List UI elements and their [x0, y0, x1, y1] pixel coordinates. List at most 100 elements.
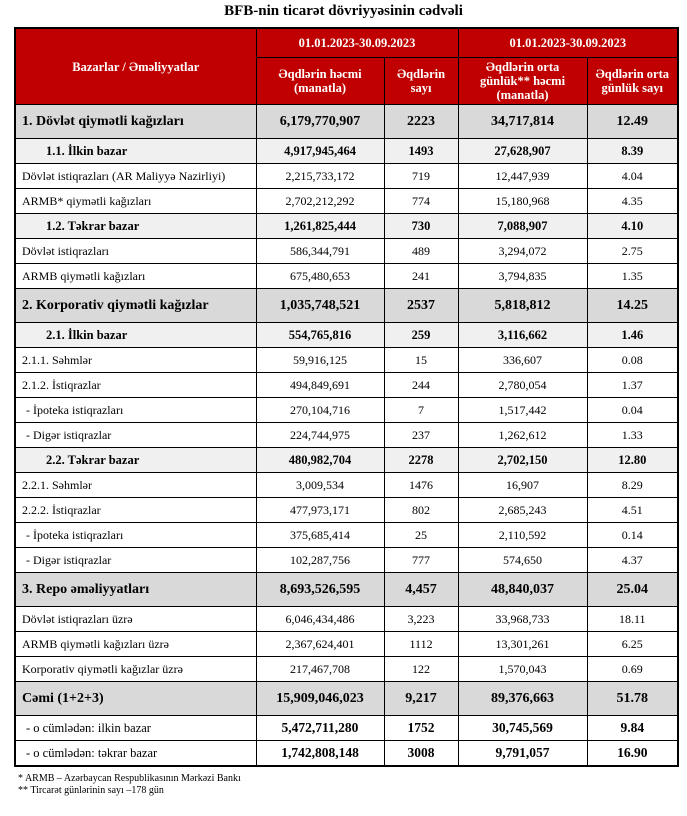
count-cell: 730: [383, 213, 459, 239]
count-cell: 777: [383, 547, 459, 573]
daily-volume-cell: 336,607: [457, 347, 588, 373]
daily-volume-cell: 2,780,054: [457, 372, 588, 398]
table-row: Dövlət istiqrazları üzrə 6,046,434,486 3,2…: [14, 606, 679, 632]
row-label: ARMB qiymətli kağızları üzrə: [14, 631, 257, 657]
volume-cell: 375,685,414: [255, 522, 385, 548]
table-title: BFB-nin ticarət dövriyyəsinin cədvəli: [224, 3, 463, 19]
row-label: 2. Korporativ qiymətli kağızlar: [14, 288, 257, 323]
daily-count-cell: 18.11: [586, 606, 679, 632]
header-daily-count: Əqdlərin orta günlük sayı: [586, 57, 679, 105]
daily-volume-cell: 5,818,812: [457, 288, 588, 323]
row-label: 2.2. Təkrar bazar: [14, 447, 257, 473]
volume-cell: 6,046,434,486: [255, 606, 385, 632]
count-cell: 2537: [383, 288, 459, 323]
daily-count-cell: 9.84: [586, 715, 679, 741]
table-row: Dövlət istiqrazları 586,344,791 489 3,294,0…: [14, 238, 679, 264]
daily-count-cell: 14.25: [586, 288, 679, 323]
daily-volume-cell: 27,628,907: [457, 138, 588, 164]
daily-count-cell: 25.04: [586, 572, 679, 607]
count-cell: 719: [383, 163, 459, 189]
daily-volume-cell: 574,650: [457, 547, 588, 573]
volume-cell: 477,973,171: [255, 497, 385, 523]
row-label: 2.2.1. Səhmlər: [14, 472, 257, 498]
row-label: Korporativ qiymətli kağızlar üzrə: [14, 656, 257, 682]
volume-cell: 3,009,534: [255, 472, 385, 498]
daily-count-cell: 4.04: [586, 163, 679, 189]
row-label: 1.1. İlkin bazar: [14, 138, 257, 164]
daily-volume-cell: 34,717,814: [457, 104, 588, 139]
daily-volume-cell: 9,791,057: [457, 740, 588, 767]
row-label: - İpoteka istiqrazları: [14, 522, 257, 548]
daily-count-cell: 6.25: [586, 631, 679, 657]
table-row: ARMB qiymətli kağızları üzrə 2,367,624,40…: [14, 631, 679, 657]
volume-cell: 2,702,212,292: [255, 188, 385, 214]
footnote: ** Tircarət günlərinin sayı –178 gün: [18, 785, 164, 796]
table-row: Dövlət istiqrazları (AR Maliyyə Nazirliy…: [14, 163, 679, 189]
volume-cell: 6,179,770,907: [255, 104, 385, 139]
daily-count-cell: 8.39: [586, 138, 679, 164]
row-label: Dövlət istiqrazları: [14, 238, 257, 264]
row-label: 2.2.2. İstiqrazlar: [14, 497, 257, 523]
count-cell: 241: [383, 263, 459, 289]
header-markets: Bazarlar / Əməliyyatlar: [14, 27, 257, 105]
daily-volume-cell: 15,180,968: [457, 188, 588, 214]
table-row: - İpoteka istiqrazları 270,104,716 7 1,517,…: [14, 397, 679, 423]
table-row: Cəmi (1+2+3) 15,909,046,023 9,217 89,376,66…: [14, 681, 679, 716]
daily-volume-cell: 48,840,037: [457, 572, 588, 607]
row-label: - İpoteka istiqrazları: [14, 397, 257, 423]
table-row: 2.1.2. İstiqrazlar 494,849,691 244 2,780,05…: [14, 372, 679, 398]
table-row: 3. Repo əməliyyatları 8,693,526,595 4,457 4…: [14, 572, 679, 607]
daily-volume-cell: 2,685,243: [457, 497, 588, 523]
table-row: - İpoteka istiqrazları 375,685,414 25 2,110…: [14, 522, 679, 548]
count-cell: 1476: [383, 472, 459, 498]
row-label: ARMB qiymətli kağızları: [14, 263, 257, 289]
daily-volume-cell: 1,262,612: [457, 422, 588, 448]
daily-volume-cell: 7,088,907: [457, 213, 588, 239]
daily-count-cell: 2.75: [586, 238, 679, 264]
row-label: 2.1.1. Səhmlər: [14, 347, 257, 373]
table-row: Korporativ qiymətli kağızlar üzrə 217,467…: [14, 656, 679, 682]
table-row: 2.1. İlkin bazar 554,765,816 259 3,116,662 1…: [14, 322, 679, 348]
header-daily-volume: Əqdlərin orta günlük** həcmi (manatla): [457, 57, 588, 105]
volume-cell: 1,742,808,148: [255, 740, 385, 767]
row-label: Dövlət istiqrazları üzrə: [14, 606, 257, 632]
daily-count-cell: 1.37: [586, 372, 679, 398]
volume-cell: 554,765,816: [255, 322, 385, 348]
daily-volume-cell: 33,968,733: [457, 606, 588, 632]
table-row: - Digər istiqrazlar 224,744,975 237 1,262,6…: [14, 422, 679, 448]
header-period-2: 01.01.2023-30.09.2023: [457, 27, 679, 58]
daily-count-cell: 16.90: [586, 740, 679, 767]
count-cell: 259: [383, 322, 459, 348]
count-cell: 15: [383, 347, 459, 373]
daily-count-cell: 51.78: [586, 681, 679, 716]
volume-cell: 4,917,945,464: [255, 138, 385, 164]
daily-count-cell: 4.10: [586, 213, 679, 239]
count-cell: 7: [383, 397, 459, 423]
daily-volume-cell: 3,294,072: [457, 238, 588, 264]
header-count: Əqdlərin sayı: [383, 57, 459, 105]
daily-volume-cell: 13,301,261: [457, 631, 588, 657]
row-label: Cəmi (1+2+3): [14, 681, 257, 716]
table-row: ARMB* qiymətli kağızları 2,702,212,292 774…: [14, 188, 679, 214]
row-label: 1. Dövlət qiymətli kağızları: [14, 104, 257, 139]
volume-cell: 675,480,653: [255, 263, 385, 289]
daily-count-cell: 8.29: [586, 472, 679, 498]
daily-count-cell: 1.33: [586, 422, 679, 448]
daily-count-cell: 4.35: [586, 188, 679, 214]
volume-cell: 217,467,708: [255, 656, 385, 682]
volume-cell: 270,104,716: [255, 397, 385, 423]
volume-cell: 2,367,624,401: [255, 631, 385, 657]
daily-count-cell: 0.04: [586, 397, 679, 423]
daily-volume-cell: 12,447,939: [457, 163, 588, 189]
row-label: 2.1. İlkin bazar: [14, 322, 257, 348]
volume-cell: 59,916,125: [255, 347, 385, 373]
row-label: - Digər istiqrazlar: [14, 422, 257, 448]
table-row: 1. Dövlət qiymətli kağızları 6,179,770,90…: [14, 104, 679, 139]
header-period-1: 01.01.2023-30.09.2023: [255, 27, 459, 58]
daily-count-cell: 12.49: [586, 104, 679, 139]
count-cell: 3,223: [383, 606, 459, 632]
volume-cell: 2,215,733,172: [255, 163, 385, 189]
count-cell: 3008: [383, 740, 459, 767]
count-cell: 1493: [383, 138, 459, 164]
